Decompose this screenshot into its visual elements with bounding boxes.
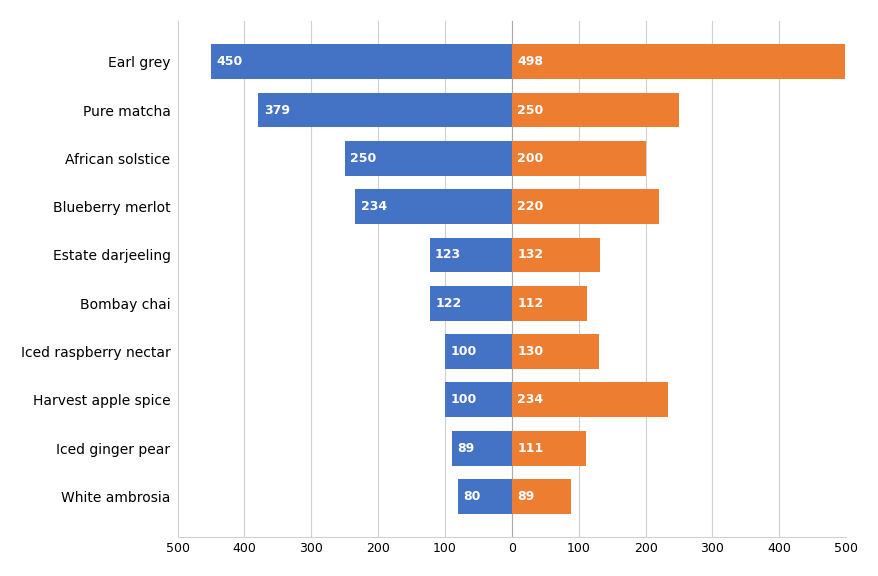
Bar xyxy=(511,237,600,272)
Bar xyxy=(511,382,667,417)
Bar xyxy=(511,141,644,176)
Text: 250: 250 xyxy=(349,152,376,165)
Bar xyxy=(355,190,511,224)
Text: 498: 498 xyxy=(516,55,543,68)
Bar xyxy=(430,286,511,321)
Bar xyxy=(511,479,571,514)
Bar xyxy=(511,334,598,369)
Bar xyxy=(511,431,586,465)
Text: 111: 111 xyxy=(516,442,543,454)
Text: 234: 234 xyxy=(360,200,386,213)
Bar xyxy=(511,44,844,79)
Text: 250: 250 xyxy=(516,104,543,116)
Bar xyxy=(444,334,511,369)
Text: 80: 80 xyxy=(464,490,480,503)
Text: 234: 234 xyxy=(516,393,543,406)
Bar xyxy=(511,190,658,224)
Text: 132: 132 xyxy=(516,248,543,262)
Bar xyxy=(429,237,511,272)
Bar xyxy=(511,286,587,321)
Text: 379: 379 xyxy=(263,104,290,116)
Bar xyxy=(211,44,511,79)
Text: 220: 220 xyxy=(516,200,543,213)
Text: 122: 122 xyxy=(435,297,461,310)
Bar xyxy=(511,93,678,127)
Text: 450: 450 xyxy=(216,55,242,68)
Text: 100: 100 xyxy=(450,393,476,406)
Bar xyxy=(344,141,511,176)
Text: 100: 100 xyxy=(450,345,476,358)
Bar xyxy=(457,479,511,514)
Text: 112: 112 xyxy=(516,297,543,310)
Bar xyxy=(258,93,511,127)
Text: 200: 200 xyxy=(516,152,543,165)
Bar xyxy=(452,431,511,465)
Text: 123: 123 xyxy=(435,248,461,262)
Text: 89: 89 xyxy=(457,442,474,454)
Text: 89: 89 xyxy=(516,490,534,503)
Bar xyxy=(444,382,511,417)
Text: 130: 130 xyxy=(516,345,543,358)
